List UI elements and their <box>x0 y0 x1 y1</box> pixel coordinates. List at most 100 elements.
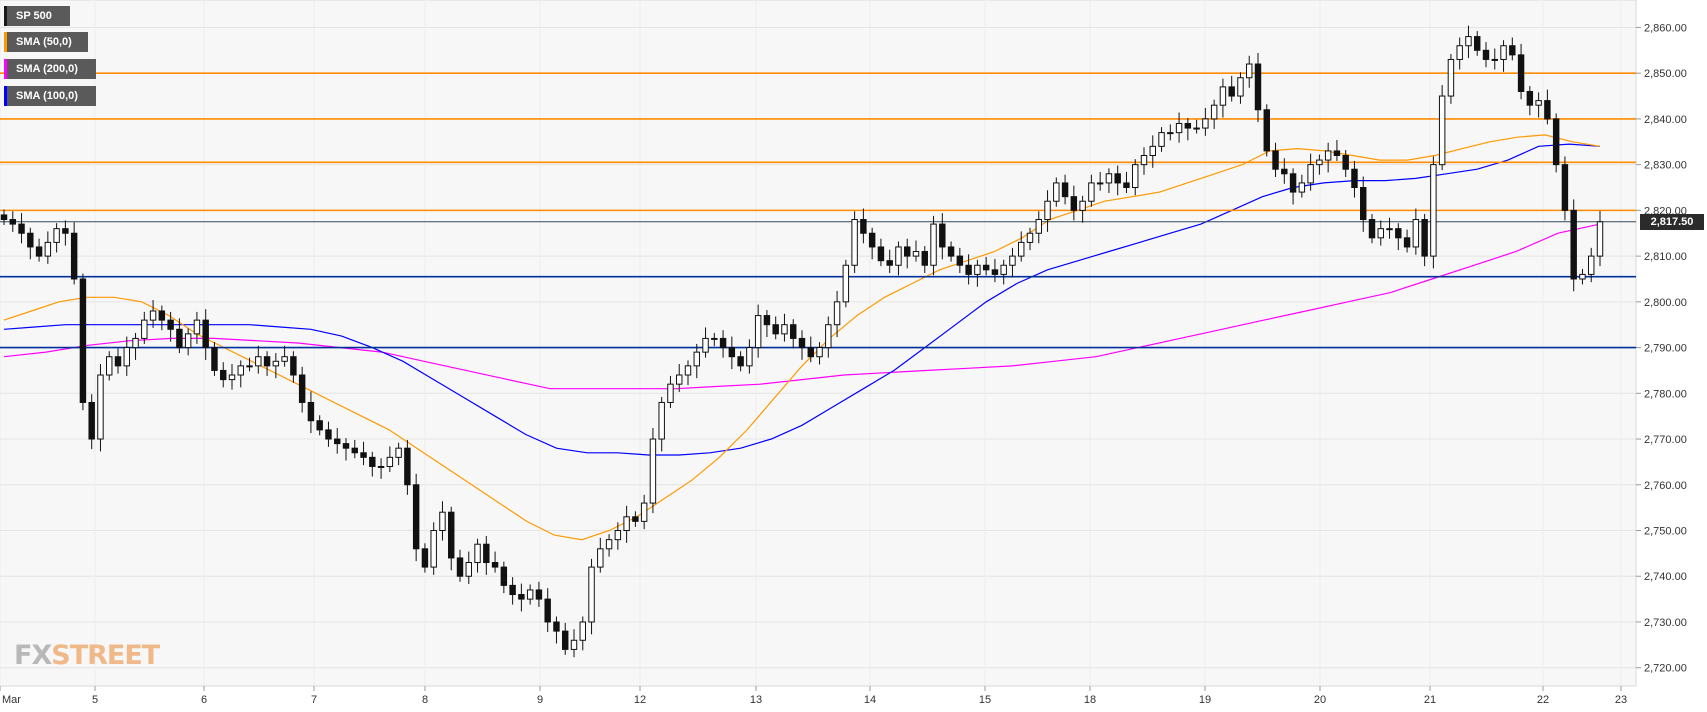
candle-down <box>360 452 367 458</box>
candle-down <box>483 543 490 564</box>
candle-up <box>1596 221 1604 257</box>
legend-label: SMA (50,0) <box>16 36 72 48</box>
x-tick-label: 14 <box>864 694 876 706</box>
candle-up <box>106 356 113 376</box>
candle-up <box>526 589 534 600</box>
candle-down <box>904 246 911 257</box>
candle-down <box>772 324 779 335</box>
x-tick-label: 7 <box>311 694 317 706</box>
plot-area <box>0 0 1637 687</box>
x-tick-label: 9 <box>537 694 543 706</box>
candle-down <box>114 356 122 367</box>
candle-down <box>500 566 508 586</box>
candle-down <box>544 598 551 623</box>
candle-down <box>0 214 8 221</box>
candle-down <box>1123 182 1130 189</box>
candle-down <box>1263 109 1270 152</box>
candle-down <box>18 223 25 234</box>
candle-up <box>588 566 595 623</box>
candle-up <box>1000 264 1007 275</box>
candle-up <box>1096 182 1104 185</box>
legend-swatch <box>4 32 7 52</box>
candle-down <box>1561 164 1569 211</box>
candle-down <box>167 319 174 330</box>
candle-down <box>334 438 341 445</box>
candle-down <box>737 356 744 367</box>
x-tick-label: 22 <box>1537 694 1549 706</box>
candle-up <box>649 438 657 504</box>
y-tick-label: 2,800.00 <box>1644 297 1687 309</box>
candle-up <box>1219 86 1227 106</box>
candle-down <box>562 630 569 650</box>
candle-down <box>1403 237 1411 248</box>
candle-up <box>1009 255 1016 266</box>
sma-200-line <box>3 223 1601 390</box>
candle-down <box>1184 122 1192 129</box>
candle-up <box>833 301 841 326</box>
candle-up <box>1491 58 1498 61</box>
candle-down <box>27 232 34 248</box>
candle-up <box>123 347 130 367</box>
candle-down <box>991 269 999 275</box>
candle-up <box>579 621 586 641</box>
candle-down <box>790 324 797 339</box>
candle-layer <box>0 25 1604 658</box>
candle-down <box>947 246 955 257</box>
candle-down <box>939 223 946 248</box>
y-tick-label: 2,840.00 <box>1644 114 1687 126</box>
x-tick-label: 15 <box>979 694 991 706</box>
candle-down <box>9 219 16 225</box>
candle-down <box>877 246 885 262</box>
candle-down <box>1509 45 1516 56</box>
candle-up <box>1579 273 1586 280</box>
y-tick-label: 2,790.00 <box>1644 343 1687 355</box>
candle-down <box>921 251 928 266</box>
candle-down <box>176 328 183 349</box>
candle-down <box>518 594 525 600</box>
y-tick-label: 2,730.00 <box>1644 617 1687 629</box>
candle-down <box>763 315 771 326</box>
candle-down <box>1289 173 1297 193</box>
candle-down <box>202 319 209 349</box>
candle-up <box>1044 200 1051 221</box>
legend-swatch <box>4 6 7 26</box>
candle-down <box>1368 219 1376 239</box>
x-tick-label: 5 <box>92 694 98 706</box>
candle-up <box>702 337 709 353</box>
legend-swatch <box>4 86 7 106</box>
y-tick-label: 2,760.00 <box>1644 480 1687 492</box>
candle-down <box>1544 100 1551 120</box>
candle-down <box>1114 173 1121 184</box>
candle-up <box>605 539 613 550</box>
candle-up <box>1246 63 1253 79</box>
candle-down <box>351 447 358 454</box>
candle-up <box>1465 36 1472 47</box>
candle-up <box>658 401 665 440</box>
candle-up <box>640 502 648 522</box>
candle-up <box>184 333 192 349</box>
candle-down <box>1482 49 1490 60</box>
legend-item: SMA (100,0) <box>4 86 96 106</box>
candle-down <box>798 337 806 349</box>
candle-up <box>281 356 288 362</box>
x-tick-label: 12 <box>634 694 646 706</box>
candle-down <box>509 584 516 596</box>
candle-up <box>1026 232 1034 243</box>
legend-label: SP 500 <box>16 10 52 22</box>
candle-up <box>1316 159 1323 166</box>
candle-down <box>860 219 867 234</box>
candle-down <box>1228 86 1235 97</box>
candle-up <box>816 347 823 358</box>
x-tick-label: Mar <box>2 694 21 706</box>
x-axis: Mar 5 6 7 8 9 12 13 14 15 18 19 20 21 22 23 <box>0 686 1627 706</box>
candle-up <box>754 315 762 349</box>
candle-up <box>1412 219 1420 248</box>
candle-up <box>1386 228 1393 231</box>
candle-up <box>1105 173 1113 184</box>
legend-item: SMA (50,0) <box>4 32 88 52</box>
candle-up <box>974 264 981 275</box>
candle-up <box>1447 58 1455 97</box>
candle-down <box>1342 154 1349 170</box>
candle-up <box>377 465 385 468</box>
